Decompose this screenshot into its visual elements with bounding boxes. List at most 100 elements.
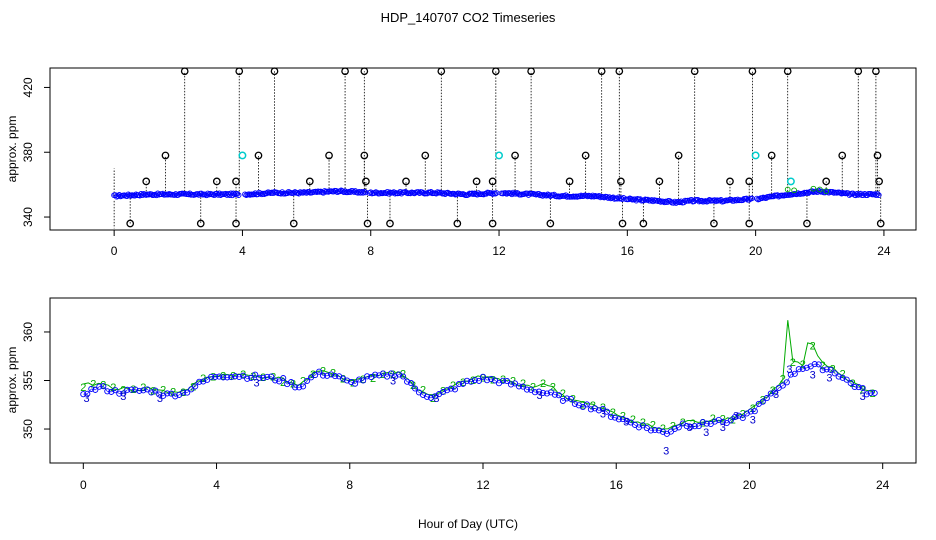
- co2-point: [160, 190, 166, 197]
- co2-point-alt: [810, 185, 817, 192]
- series-2-marker: 2: [790, 357, 796, 369]
- co2-point: [873, 192, 880, 199]
- series-2-marker: 2: [630, 414, 636, 426]
- series-2-marker: 2: [100, 379, 106, 391]
- series-1-marker: [603, 408, 610, 415]
- series-1-marker: [835, 373, 842, 380]
- spike-marker: [232, 177, 240, 186]
- co2-point: [347, 189, 354, 196]
- series-1-marker: [172, 393, 179, 400]
- series-1-marker: [623, 417, 630, 424]
- series-1-marker: [352, 380, 359, 387]
- series-1-marker: [791, 370, 798, 377]
- co2-point: [358, 189, 365, 195]
- spike-marker: [873, 151, 882, 160]
- series-1-marker: [507, 381, 515, 388]
- series-2-marker: 2: [380, 369, 386, 381]
- series-1-marker: [439, 388, 447, 395]
- co2-point: [254, 191, 261, 198]
- series-1-marker: [100, 383, 107, 390]
- series-1-marker: [156, 391, 163, 398]
- series-3-marker: 3: [433, 393, 439, 405]
- series-2-marker: 2: [760, 395, 766, 407]
- series-1-marker: [443, 387, 451, 394]
- spike-marker: [360, 151, 369, 160]
- co2-point: [217, 192, 224, 198]
- spike-marker: [363, 219, 372, 228]
- co2-point: [415, 189, 422, 195]
- co2-point: [112, 192, 119, 198]
- co2-point: [124, 193, 130, 199]
- spike-marker: [421, 151, 430, 160]
- series-1-marker: [471, 376, 479, 384]
- spike-marker: [212, 177, 221, 186]
- series-1-marker: [827, 366, 834, 373]
- series-2-marker: 2: [730, 415, 736, 427]
- spike-marker: [180, 67, 189, 76]
- co2-point: [285, 188, 292, 195]
- series-1-marker: [539, 389, 547, 396]
- series-3-marker: 3: [720, 422, 726, 434]
- series-1-marker: [408, 380, 415, 387]
- series-3-marker: 3: [390, 376, 396, 388]
- series-1-marker: [300, 383, 307, 390]
- series-1-marker: [112, 387, 119, 394]
- cyan-marker: [495, 151, 503, 160]
- co2-point-alt: [816, 186, 823, 193]
- series-1-marker: [384, 373, 391, 380]
- series-2-marker: 2: [530, 381, 536, 393]
- spike-marker: [472, 177, 481, 186]
- spike-marker: [437, 67, 446, 76]
- spike-marker: [767, 151, 776, 160]
- spike-marker: [527, 67, 535, 76]
- series-1-marker: [204, 376, 211, 383]
- bottom-x-tick-label: 20: [743, 478, 757, 492]
- top-spike-lines: [113, 71, 882, 229]
- co2-point: [596, 192, 602, 199]
- co2-point: [296, 190, 302, 197]
- chart-title: HDP_140707 CO2 Timeseries: [381, 10, 556, 25]
- series-3-marker: 3: [733, 410, 739, 422]
- co2-point: [251, 191, 257, 198]
- x-axis-label: Hour of Day (UTC): [418, 517, 518, 531]
- spike-marker: [491, 67, 500, 76]
- co2-point: [263, 190, 270, 197]
- series-1-marker: [611, 414, 618, 421]
- series-1-marker: [467, 378, 475, 385]
- series-1-marker: [803, 364, 810, 371]
- co2-point: [577, 193, 583, 200]
- co2-point-alt: [823, 188, 830, 194]
- series-2-marker: 2: [280, 377, 286, 389]
- spike-marker: [235, 67, 244, 76]
- spike-marker: [305, 177, 314, 186]
- series-2-marker: 2: [160, 384, 166, 396]
- series-2-marker: 2: [420, 385, 426, 397]
- series-3-marker: 3: [120, 391, 126, 403]
- co2-point: [390, 189, 397, 195]
- series-2-marker: 2: [300, 376, 306, 388]
- co2-point: [668, 199, 674, 205]
- top-x-tick-label: 24: [877, 244, 891, 258]
- series-2-marker: 2: [670, 420, 676, 432]
- series-1-marker: [575, 402, 582, 409]
- co2-point: [875, 192, 882, 198]
- series-2-marker: 2: [830, 363, 836, 375]
- co2-point: [234, 190, 241, 197]
- co2-point: [175, 192, 182, 198]
- series-1-marker: [563, 395, 570, 402]
- bottom-y-tick-label: 350: [21, 419, 35, 439]
- series-1-marker: [491, 377, 499, 384]
- spike-marker: [142, 177, 151, 186]
- series-1-marker: [316, 368, 323, 375]
- series-1-marker: [475, 377, 483, 384]
- series-3-marker: 3: [537, 390, 543, 402]
- co2-point: [860, 192, 867, 198]
- co2-point: [489, 191, 496, 197]
- series-1-marker: [404, 378, 411, 385]
- series-2-marker: 2: [400, 369, 406, 381]
- bottom-x-tick-label: 0: [80, 478, 87, 492]
- series-2-marker: 2: [90, 378, 96, 390]
- spike-marker: [690, 67, 699, 76]
- top-x-tick-label: 12: [492, 244, 506, 258]
